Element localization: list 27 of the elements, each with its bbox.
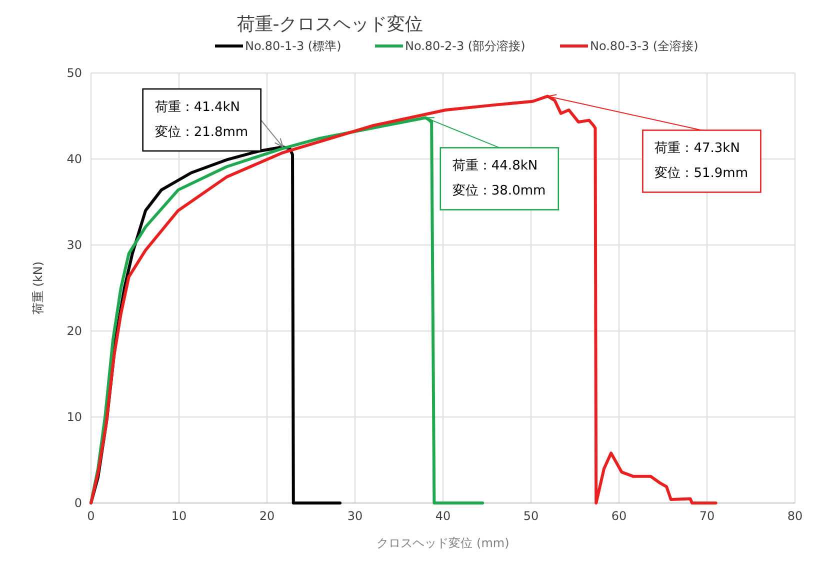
x-tick-label: 40 <box>435 509 451 523</box>
x-tick-label: 0 <box>87 509 95 523</box>
y-axis-title: 荷重 (kN) <box>31 261 45 315</box>
annotation: 荷重：47.3kN 変位：51.9mm <box>654 141 748 182</box>
x-tick-label: 60 <box>611 509 627 523</box>
callout: 荷重：41.4kN 変位：21.8mm <box>142 88 284 152</box>
chart-title: 荷重-クロスヘッド変位 <box>236 14 424 35</box>
x-tick-label: 10 <box>171 509 187 523</box>
line-series <box>90 116 484 504</box>
x-tick-label: 80 <box>787 509 803 523</box>
x-tick-label: 50 <box>523 509 539 523</box>
legend-label: No.80-2-3 (部分溶接) <box>405 39 526 54</box>
y-tick-label: 0 <box>74 496 82 510</box>
y-tick-label: 10 <box>66 410 82 424</box>
annotation: 荷重：44.8kN 変位：38.0mm <box>452 158 546 199</box>
x-tick-label: 20 <box>259 509 275 523</box>
y-tick-label: 50 <box>66 66 82 80</box>
legend-label: No.80-3-3 (全溶接) <box>590 39 698 54</box>
legend-label: No.80-1-3 (標準) <box>245 39 342 54</box>
y-tick-label: 20 <box>66 324 82 338</box>
annotation: 荷重：41.4kN 変位：21.8mm <box>154 100 248 140</box>
y-tick-label: 30 <box>66 238 82 252</box>
x-tick-label: 70 <box>699 509 715 523</box>
callout: 荷重：47.3kN 変位：51.9mm <box>546 94 762 193</box>
x-tick-label: 30 <box>347 509 363 523</box>
y-tick-label: 40 <box>66 152 82 166</box>
x-axis-title: クロスヘッド変位 (mm) <box>376 536 510 550</box>
